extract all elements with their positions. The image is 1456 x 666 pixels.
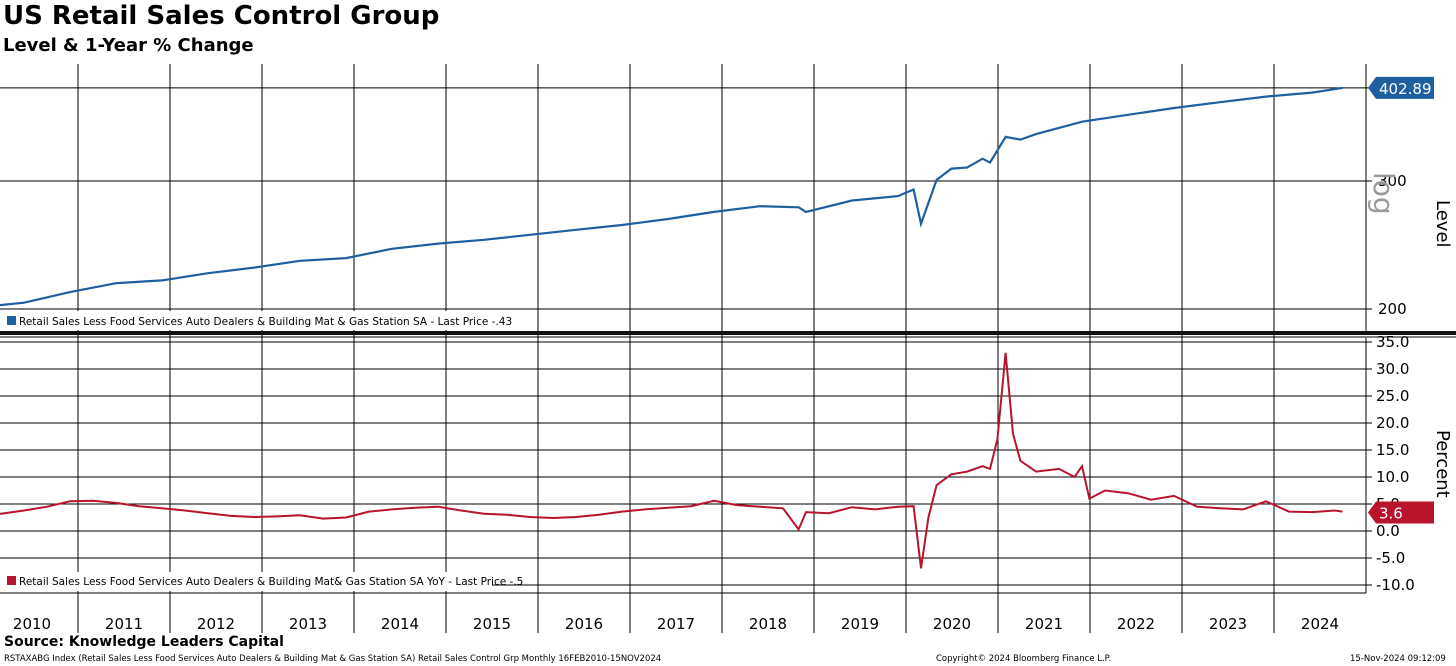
level-last-value-label: 402.89 [1379, 80, 1432, 98]
level-legend-swatch [7, 316, 16, 325]
source-note: Source: Knowledge Leaders Capital [4, 634, 284, 650]
bottom-tick-label: -5.0 [1376, 549, 1405, 567]
yoy-series-line [0, 352, 1343, 569]
x-tick-label: 2016 [565, 615, 603, 633]
chart-title: US Retail Sales Control Group [3, 1, 440, 31]
x-tick-label: 2021 [1025, 615, 1063, 633]
top-tick-label: 200 [1378, 300, 1407, 318]
yoy-axis-label: Percent [1432, 430, 1453, 498]
x-tick-label: 2019 [841, 615, 879, 633]
yoy-last-value-label: 3.6 [1379, 505, 1403, 523]
top-tick-label: 300 [1378, 172, 1407, 190]
bottom-tick-label: -10.0 [1376, 576, 1415, 594]
chart-subtitle: Level & 1-Year % Change [3, 35, 254, 56]
x-tick-label: 2014 [381, 615, 419, 633]
level-legend-label: Retail Sales Less Food Services Auto Dea… [19, 316, 512, 328]
series-description: RSTAXABG Index (Retail Sales Less Food S… [4, 654, 662, 664]
x-tick-label: 2022 [1117, 615, 1155, 633]
bottom-tick-label: 15.0 [1376, 441, 1409, 459]
yoy-legend-swatch [7, 576, 16, 585]
bottom-tick-label: 35.0 [1376, 333, 1409, 351]
x-tick-label: 2013 [289, 615, 327, 633]
x-tick-label: 2023 [1209, 615, 1247, 633]
x-tick-label: 2012 [197, 615, 235, 633]
x-tick-label: 2010 [13, 615, 51, 633]
bottom-tick-label: 20.0 [1376, 414, 1409, 432]
bottom-tick-label: 25.0 [1376, 387, 1409, 405]
yoy-last-value-badge [1368, 501, 1434, 524]
panel-separator [0, 331, 1456, 335]
x-tick-label: 2024 [1301, 615, 1339, 633]
top-legend-box [0, 311, 462, 330]
level-axis-label: Level [1432, 200, 1453, 248]
x-tick-label: 2015 [473, 615, 511, 633]
yoy-legend-label: Retail Sales Less Food Services Auto Dea… [19, 576, 523, 588]
copyright-note: Copyright© 2024 Bloomberg Finance L.P. [936, 654, 1112, 664]
level-series-line [0, 86, 1343, 307]
x-tick-label: 2020 [933, 615, 971, 633]
x-tick-label: 2018 [749, 615, 787, 633]
bottom-tick-label: 30.0 [1376, 360, 1409, 378]
bottom-tick-label: 10.0 [1376, 468, 1409, 486]
timestamp: 15-Nov-2024 09:12:09 [1350, 654, 1446, 664]
x-tick-label: 2017 [657, 615, 695, 633]
x-tick-label: 2011 [105, 615, 143, 633]
log-scale-label: log [1367, 172, 1400, 215]
level-last-value-badge [1368, 76, 1434, 99]
bottom-tick-label: 0.0 [1376, 522, 1400, 540]
bottom-legend-box [0, 572, 492, 591]
